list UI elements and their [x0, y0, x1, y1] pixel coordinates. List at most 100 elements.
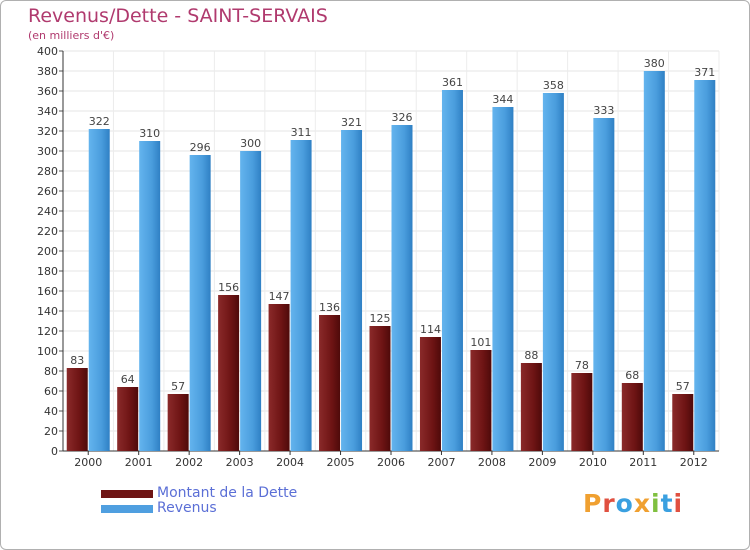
x-tick-label: 2008 [478, 456, 506, 469]
data-label-revenue: 326 [392, 111, 413, 124]
y-tick-label: 380 [37, 65, 58, 78]
legend-item-revenue: Revenus [101, 501, 297, 516]
data-label-debt: 114 [420, 323, 441, 336]
bar-debt [167, 394, 189, 451]
legend-label-debt: Montant de la Dette [157, 485, 298, 501]
bar-debt [319, 315, 341, 451]
data-label-revenue: 322 [89, 115, 110, 128]
y-tick-label: 400 [37, 45, 58, 58]
chart-legend: Montant de la Dette Revenus [101, 486, 297, 516]
data-label-debt: 83 [70, 354, 84, 367]
y-tick-label: 160 [37, 285, 58, 298]
y-tick-label: 140 [37, 305, 58, 318]
y-tick-label: 0 [51, 445, 58, 458]
data-label-debt: 147 [269, 290, 290, 303]
logo-letter: i [651, 489, 661, 518]
chart-title: Revenus/Dette - SAINT-SERVAIS [28, 5, 328, 27]
y-tick-label: 120 [37, 325, 58, 338]
y-tick-label: 240 [37, 205, 58, 218]
bar-revenue [88, 129, 110, 451]
logo-letter: P [583, 489, 603, 518]
x-tick-label: 2007 [427, 456, 455, 469]
data-label-debt: 57 [676, 380, 690, 393]
bar-revenue [139, 141, 161, 451]
data-label-debt: 64 [121, 373, 135, 386]
x-tick-label: 2006 [377, 456, 405, 469]
data-label-revenue: 358 [543, 79, 564, 92]
bar-revenue [694, 80, 716, 451]
x-tick-label: 2005 [327, 456, 355, 469]
y-tick-label: 300 [37, 145, 58, 158]
data-label-debt: 68 [625, 369, 639, 382]
data-label-revenue: 333 [593, 104, 614, 117]
x-tick-label: 2002 [175, 456, 203, 469]
x-tick-label: 2011 [629, 456, 657, 469]
data-label-revenue: 361 [442, 76, 463, 89]
x-tick-label: 2004 [276, 456, 304, 469]
legend-item-debt: Montant de la Dette [101, 486, 297, 501]
logo-letter: o [615, 489, 634, 518]
chart-subtitle: (en milliers d'€) [28, 29, 115, 42]
data-label-revenue: 296 [190, 141, 211, 154]
x-tick-label: 2009 [528, 456, 556, 469]
bar-debt [218, 295, 240, 451]
data-label-revenue: 380 [644, 57, 665, 70]
data-label-revenue: 344 [492, 93, 513, 106]
data-label-debt: 156 [218, 281, 239, 294]
bar-revenue [189, 155, 211, 451]
bar-debt [268, 304, 290, 451]
bar-debt [571, 373, 593, 451]
y-tick-label: 220 [37, 225, 58, 238]
legend-swatch-revenue [101, 504, 153, 513]
bar-debt [621, 383, 643, 451]
y-tick-label: 20 [44, 425, 58, 438]
data-label-revenue: 300 [240, 137, 261, 150]
legend-swatch-debt [101, 489, 153, 498]
bar-revenue [593, 118, 615, 451]
data-label-debt: 125 [370, 312, 391, 325]
y-tick-label: 180 [37, 265, 58, 278]
y-tick-label: 320 [37, 125, 58, 138]
y-tick-label: 80 [44, 365, 58, 378]
logo-letter: t [660, 489, 674, 518]
bar-debt [369, 326, 391, 451]
x-tick-label: 2001 [125, 456, 153, 469]
bar-revenue [441, 90, 463, 451]
data-label-revenue: 371 [694, 66, 715, 79]
bar-revenue [542, 93, 564, 451]
bar-revenue [643, 71, 665, 451]
data-label-revenue: 310 [139, 127, 160, 140]
y-tick-label: 260 [37, 185, 58, 198]
bar-debt [419, 337, 441, 451]
bar-debt [117, 387, 139, 451]
y-tick-label: 60 [44, 385, 58, 398]
bar-debt [520, 363, 542, 451]
x-tick-label: 2000 [74, 456, 102, 469]
logo-letter: x [633, 489, 651, 518]
bar-revenue [240, 151, 262, 451]
data-label-revenue: 321 [341, 116, 362, 129]
data-label-debt: 78 [575, 359, 589, 372]
x-tick-label: 2012 [680, 456, 708, 469]
data-label-debt: 88 [524, 349, 538, 362]
bar-revenue [492, 107, 514, 451]
logo-letter: i [673, 489, 684, 518]
bar-debt [66, 368, 88, 451]
proxiti-logo: Proxiti [583, 489, 683, 518]
data-label-revenue: 311 [291, 126, 312, 139]
bar-revenue [341, 130, 363, 451]
y-tick-label: 40 [44, 405, 58, 418]
bar-revenue [391, 125, 413, 451]
bar-debt [470, 350, 492, 451]
x-tick-label: 2010 [579, 456, 607, 469]
legend-label-revenue: Revenus [157, 500, 217, 516]
logo-letter: r [602, 489, 616, 518]
y-tick-label: 200 [37, 245, 58, 258]
x-tick-label: 2003 [226, 456, 254, 469]
bar-debt [672, 394, 694, 451]
y-tick-label: 280 [37, 165, 58, 178]
bar-revenue [290, 140, 312, 451]
data-label-debt: 57 [171, 380, 185, 393]
